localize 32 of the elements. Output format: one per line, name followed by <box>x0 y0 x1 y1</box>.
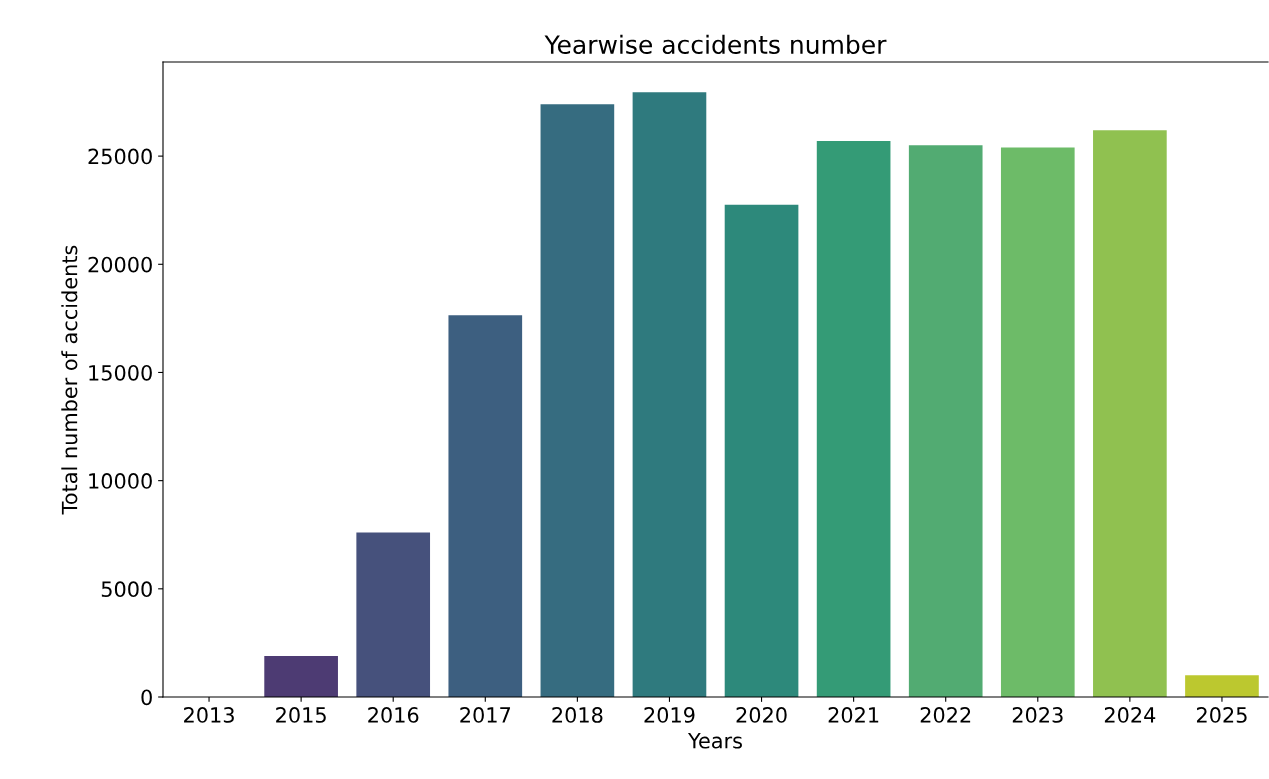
x-tick-label: 2015 <box>276 707 326 723</box>
bar <box>448 315 523 697</box>
chart-title: Yearwise accidents number <box>544 34 887 55</box>
y-tick-label: 25000 <box>88 148 152 165</box>
bar <box>1093 130 1167 697</box>
bar <box>1000 147 1075 697</box>
x-tick-label: 2023 <box>1012 707 1063 723</box>
bar <box>908 145 983 697</box>
bar <box>264 655 338 697</box>
x-tick-label: 2013 <box>184 707 234 723</box>
x-tick-label: 2021 <box>828 707 879 723</box>
bar <box>632 92 707 697</box>
y-axis-title: Total number of accidents <box>61 245 78 515</box>
y-tick-label: 15000 <box>89 364 152 381</box>
x-tick-label: 2020 <box>736 707 787 723</box>
x-axis-title: Years <box>687 733 742 749</box>
bar <box>816 140 891 697</box>
y-tick-label: 5000 <box>101 581 152 598</box>
y-tick-label: 10000 <box>89 473 152 489</box>
bar <box>724 204 799 697</box>
bar <box>1185 675 1259 697</box>
x-tick-label: 2024 <box>1104 707 1156 723</box>
bar <box>540 104 615 697</box>
bar <box>356 532 431 697</box>
y-tick-label: 0 <box>141 689 152 706</box>
x-tick-label: 2025 <box>1196 707 1247 723</box>
x-tick-label: 2019 <box>644 707 695 723</box>
y-tick-label: 20000 <box>88 256 152 273</box>
x-tick-label: 2022 <box>920 707 971 723</box>
x-tick-label: 2016 <box>368 707 419 723</box>
x-tick-label: 2017 <box>460 707 511 723</box>
x-tick-label: 2018 <box>552 707 603 723</box>
